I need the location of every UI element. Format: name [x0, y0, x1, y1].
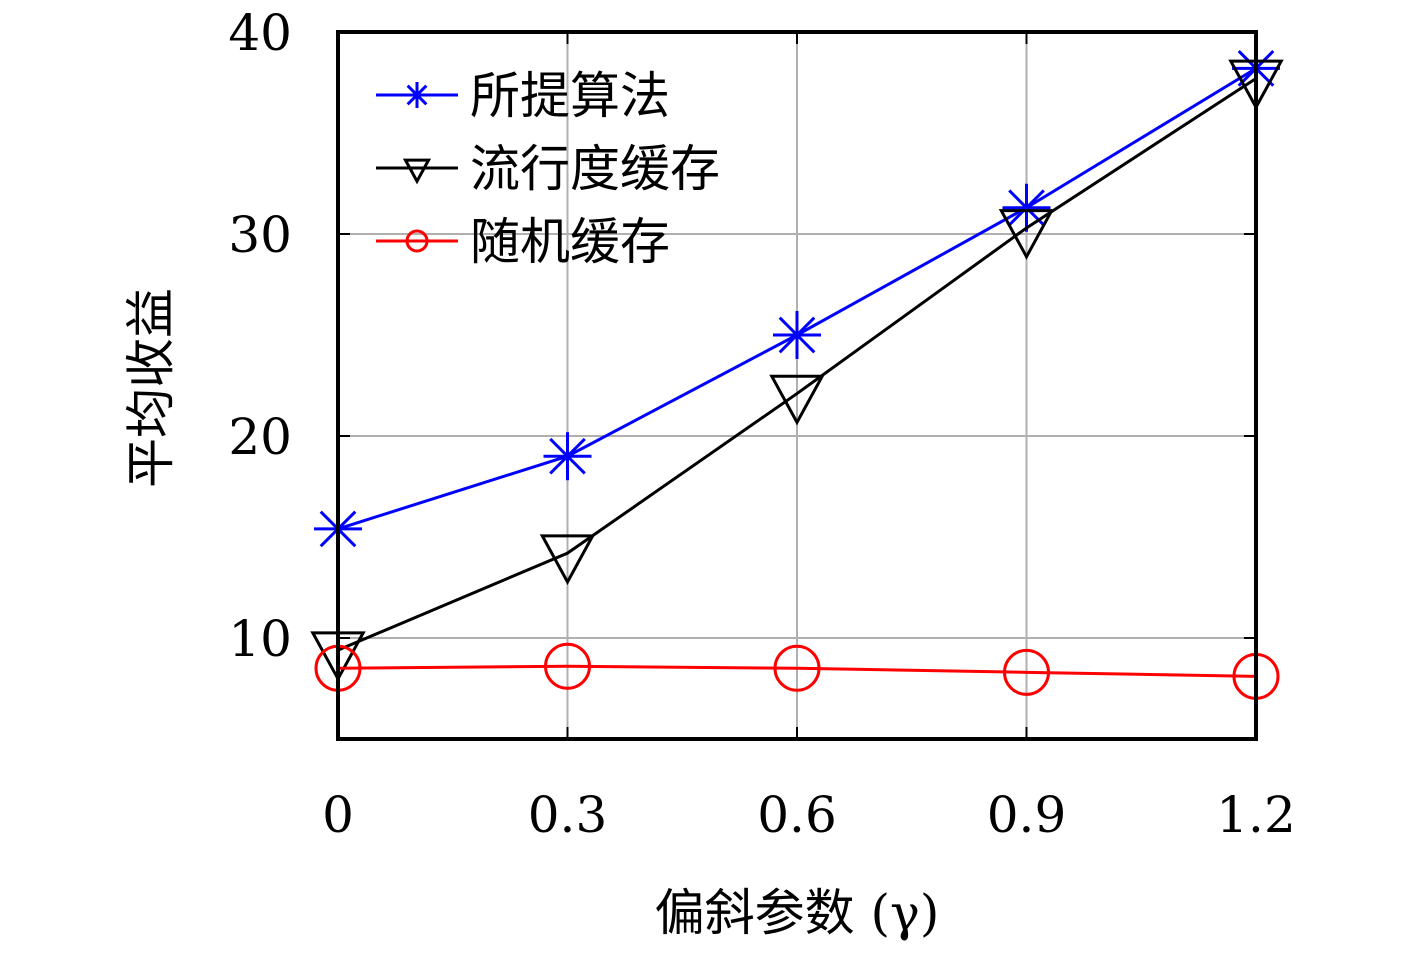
legend-marker [404, 82, 430, 108]
y-tick-labels: 10 20 30 40 [228, 4, 292, 668]
x-tick-label: 0.6 [757, 786, 837, 844]
legend-item: 所提算法 [376, 67, 670, 125]
data-point [773, 311, 821, 359]
data-point [998, 209, 1055, 260]
x-tick-label: 0.9 [987, 786, 1067, 844]
data-point [769, 374, 825, 426]
legend-label: 随机缓存 [470, 213, 670, 271]
y-tick-label: 10 [228, 610, 292, 668]
y-axis-label: 平均收益 [122, 288, 180, 488]
legend-marker [402, 158, 432, 185]
x-axis-label: 偏斜参数 (γ) [655, 884, 940, 942]
y-tick-label: 20 [228, 408, 292, 466]
data-point [1003, 648, 1050, 696]
x-tick-label: 0 [322, 786, 354, 844]
series-line [337, 664, 1257, 678]
data-point [773, 644, 821, 692]
data-point [539, 534, 596, 586]
tick-marks [337, 31, 1257, 739]
x-tick-label: 1.2 [1216, 786, 1296, 844]
series-layer [310, 44, 1284, 700]
legend-item: 流行度缓存 [376, 140, 720, 198]
legend-label: 所提算法 [470, 67, 670, 125]
legend-item: 随机缓存 [376, 213, 670, 271]
data-point [543, 432, 592, 481]
y-tick-label: 40 [228, 4, 292, 62]
series-line [337, 77, 1257, 652]
x-tick-labels: 0 0.3 0.6 0.9 1.2 [322, 786, 1296, 844]
legend-marker [405, 229, 429, 253]
grid-lines [338, 32, 1256, 739]
y-tick-label: 30 [228, 206, 292, 264]
legend-label: 流行度缓存 [470, 140, 720, 198]
data-point [544, 642, 591, 690]
x-tick-label: 0.3 [528, 786, 608, 844]
